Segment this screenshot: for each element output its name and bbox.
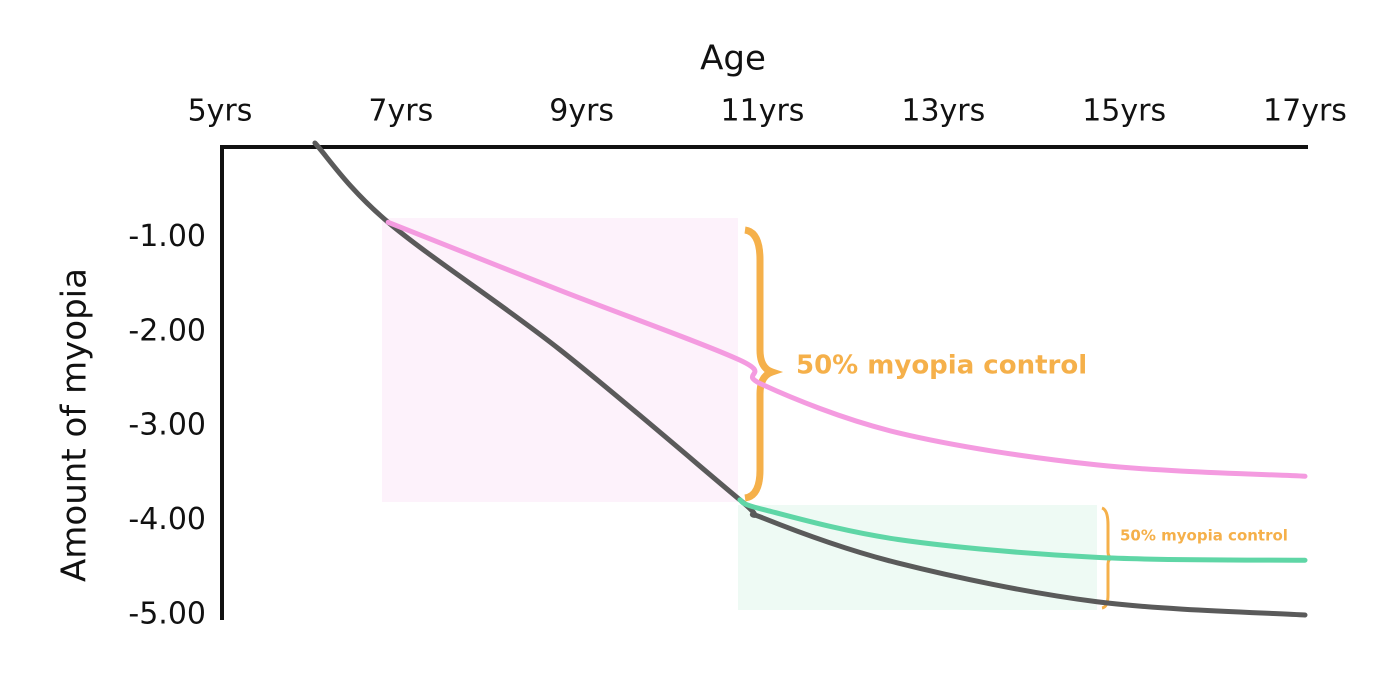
- annotation: 50% myopia control: [796, 351, 1087, 381]
- y-tick-label: -4.00: [128, 502, 206, 537]
- x-tick-label: 7yrs: [368, 94, 433, 129]
- x-tick-label: 15yrs: [1082, 94, 1166, 129]
- y-tick-label: -1.00: [128, 219, 206, 254]
- line: [737, 497, 1308, 563]
- y-tick-label: -5.00: [128, 597, 206, 632]
- x-tick-label: 13yrs: [901, 94, 985, 129]
- x-tick-label: 17yrs: [1263, 94, 1347, 129]
- x-tick-label: 9yrs: [549, 94, 614, 129]
- x-axis-title: Age: [700, 39, 766, 79]
- line: [312, 140, 1308, 618]
- brace: [744, 226, 784, 502]
- y-tick-label: -3.00: [128, 408, 206, 443]
- annotation: 50% myopia control: [1120, 527, 1288, 545]
- x-tick-label: 11yrs: [721, 94, 805, 129]
- y-axis-title: Amount of myopia: [55, 268, 95, 582]
- x-tick-label: 5yrs: [188, 94, 253, 129]
- line: [385, 219, 1308, 479]
- y-tick-label: -2.00: [128, 313, 206, 348]
